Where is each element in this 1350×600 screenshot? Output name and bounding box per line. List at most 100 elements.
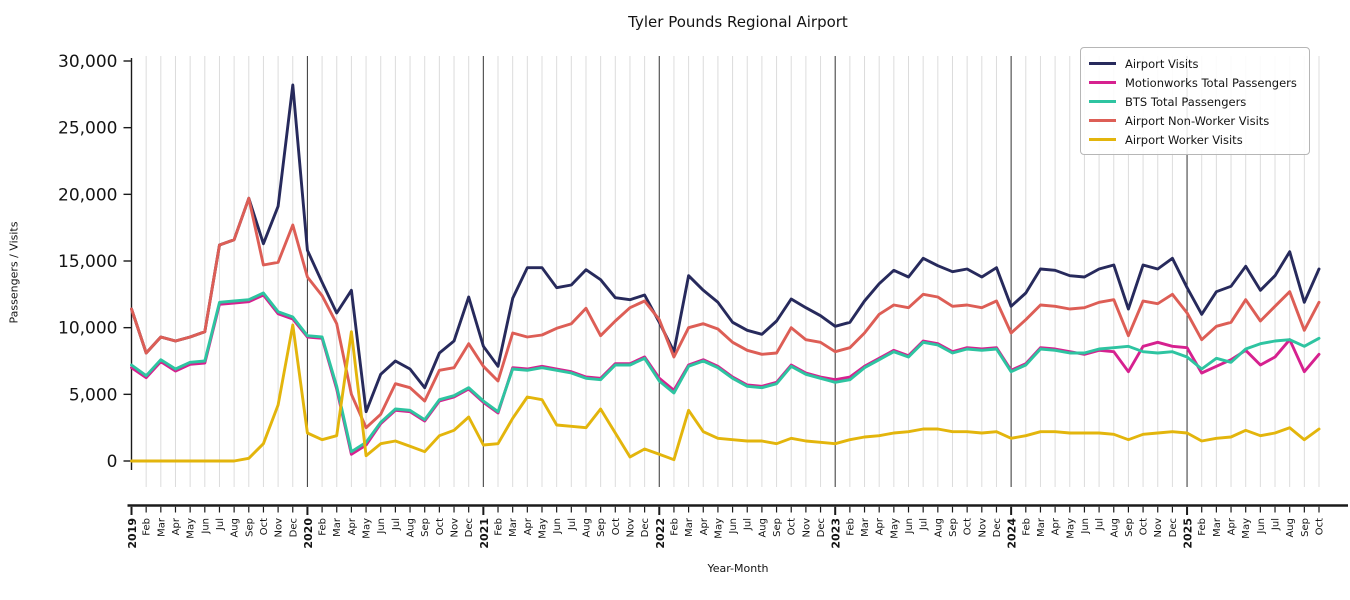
x-tick-label-month: Nov — [801, 518, 812, 538]
x-tick-label-year: 2019 — [126, 518, 139, 549]
x-tick-label-month: Jul — [1095, 518, 1106, 531]
non-worker-line-swatch — [1089, 119, 1116, 122]
x-tick-label-month: May — [362, 518, 373, 539]
x-tick-label-month: Feb — [494, 518, 505, 536]
legend-label: Airport Visits — [1125, 56, 1199, 71]
x-tick-label-month: Aug — [933, 518, 944, 538]
x-tick-label-month: Sep — [244, 518, 255, 537]
x-tick-label-month: Jun — [904, 518, 915, 535]
x-tick-label-month: Mar — [156, 517, 167, 537]
legend-label: BTS Total Passengers — [1125, 94, 1247, 109]
bts-line-swatch — [1089, 100, 1116, 103]
x-tick-label-month: Aug — [230, 518, 241, 538]
legend-item-airport-visits: Airport Visits — [1089, 54, 1301, 73]
y-axis-label: Passengers / Visits — [7, 221, 21, 324]
x-tick-label-month: Feb — [1197, 518, 1208, 536]
x-tick-label-month: Jul — [919, 518, 930, 531]
x-tick-label-year: 2024 — [1006, 518, 1019, 549]
x-tick-label-month: Oct — [787, 518, 798, 535]
x-tick-label-month: Jul — [215, 518, 226, 531]
x-tick-label-month: Sep — [948, 518, 959, 537]
y-tick-label: 5,000 — [69, 385, 118, 405]
x-tick-label-year: 2022 — [654, 518, 667, 549]
motionworks-line-swatch — [1089, 81, 1116, 84]
y-tick-label: 20,000 — [58, 185, 117, 205]
series-airport-non-worker-visits-line — [130, 196, 1321, 430]
x-tick-label-month: Jun — [376, 518, 387, 535]
x-axis-label: Year-Month — [707, 562, 769, 575]
x-tick-label-month: May — [889, 518, 900, 539]
x-tick-label-month: Apr — [171, 517, 182, 535]
x-tick-label-month: Sep — [596, 518, 607, 537]
y-tick-label: 0 — [107, 452, 118, 472]
x-tick-label-month: Mar — [1036, 517, 1047, 537]
y-tick-label: 15,000 — [58, 252, 117, 272]
x-tick-label-month: May — [1241, 518, 1252, 539]
x-tick-label-month: Apr — [699, 517, 710, 535]
x-tick-label-month: Feb — [669, 518, 680, 536]
legend-label: Airport Worker Visits — [1125, 132, 1243, 147]
x-tick-label-month: Nov — [450, 518, 461, 538]
legend-item-bts-total-passengers: BTS Total Passengers — [1089, 92, 1301, 111]
x-tick-label-month: Oct — [1315, 518, 1326, 535]
x-tick-label-month: Mar — [684, 517, 695, 537]
x-tick-label-month: Sep — [420, 518, 431, 537]
x-tick-label-month: Aug — [1109, 518, 1120, 538]
x-tick-label-month: Mar — [508, 517, 519, 537]
x-tick-label-month: Oct — [435, 518, 446, 535]
x-tick-label-month: Dec — [1168, 518, 1179, 537]
x-tick-label-month: May — [186, 518, 197, 539]
x-tick-label-month: Apr — [875, 517, 886, 535]
y-tick-label: 25,000 — [58, 119, 117, 139]
x-tick-label-month: Dec — [992, 518, 1003, 537]
x-tick-label-month: Feb — [142, 518, 153, 536]
x-tick-label-month: Jun — [1080, 518, 1091, 535]
x-tick-label-month: Jul — [1271, 518, 1282, 531]
x-tick-label-year: 2025 — [1182, 518, 1195, 549]
x-tick-label-year: 2023 — [830, 518, 843, 549]
x-tick-label-month: Sep — [772, 518, 783, 537]
x-tick-label-month: May — [537, 518, 548, 539]
x-tick-label-month: Dec — [464, 518, 475, 537]
legend-item-motionworks-total-passengers: Motionworks Total Passengers — [1089, 73, 1301, 92]
x-tick-label-month: Dec — [288, 518, 299, 537]
x-tick-label-month: Sep — [1300, 518, 1311, 537]
x-tick-label-month: Jun — [552, 518, 563, 535]
x-tick-label-month: Nov — [977, 518, 988, 538]
series-airport-visits-line — [130, 83, 1321, 414]
legend-item-airport-non-worker-visits: Airport Non-Worker Visits — [1089, 111, 1301, 130]
x-tick-label-month: Feb — [1021, 518, 1032, 536]
x-tick-label-month: Oct — [259, 518, 270, 535]
x-tick-label-month: Nov — [1153, 518, 1164, 538]
x-tick-label-month: Apr — [523, 517, 534, 535]
legend: Airport Visits Motionworks Total Passeng… — [1080, 47, 1310, 155]
series-airport-worker-visits-line — [130, 323, 1321, 463]
x-tick-label-month: Jun — [200, 518, 211, 535]
x-tick-label-month: Nov — [274, 518, 285, 538]
legend-item-airport-worker-visits: Airport Worker Visits — [1089, 130, 1301, 149]
y-tick-label: 30,000 — [58, 52, 117, 72]
x-tick-label-month: Feb — [318, 518, 329, 536]
x-tick-label-month: Jun — [728, 518, 739, 535]
airport-visits-line-swatch — [1089, 62, 1116, 65]
x-tick-label-year: 2021 — [478, 518, 491, 549]
x-tick-label-month: Oct — [1139, 518, 1150, 535]
legend-label: Airport Non-Worker Visits — [1125, 113, 1270, 128]
x-tick-label-month: Jul — [567, 518, 578, 531]
x-tick-label-month: Jul — [391, 518, 402, 531]
series-lines — [130, 83, 1321, 463]
x-tick-label-month: Aug — [1285, 518, 1296, 538]
x-tick-label-month: Sep — [1124, 518, 1135, 537]
x-tick-label-year: 2020 — [302, 518, 315, 549]
x-tick-label-month: Oct — [611, 518, 622, 535]
legend-label: Motionworks Total Passengers — [1125, 75, 1297, 90]
y-axis: 0 5,000 10,000 15,000 20,000 25,000 30,000 — [58, 52, 133, 472]
x-tick-label-month: May — [1065, 518, 1076, 539]
worker-line-swatch — [1089, 138, 1116, 141]
x-tick-label-month: Jun — [1256, 518, 1267, 535]
x-tick-label-month: May — [713, 518, 724, 539]
x-tick-label-month: Mar — [1212, 517, 1223, 537]
x-tick-label-month: Nov — [625, 518, 636, 538]
x-tick-label-month: Aug — [757, 518, 768, 538]
